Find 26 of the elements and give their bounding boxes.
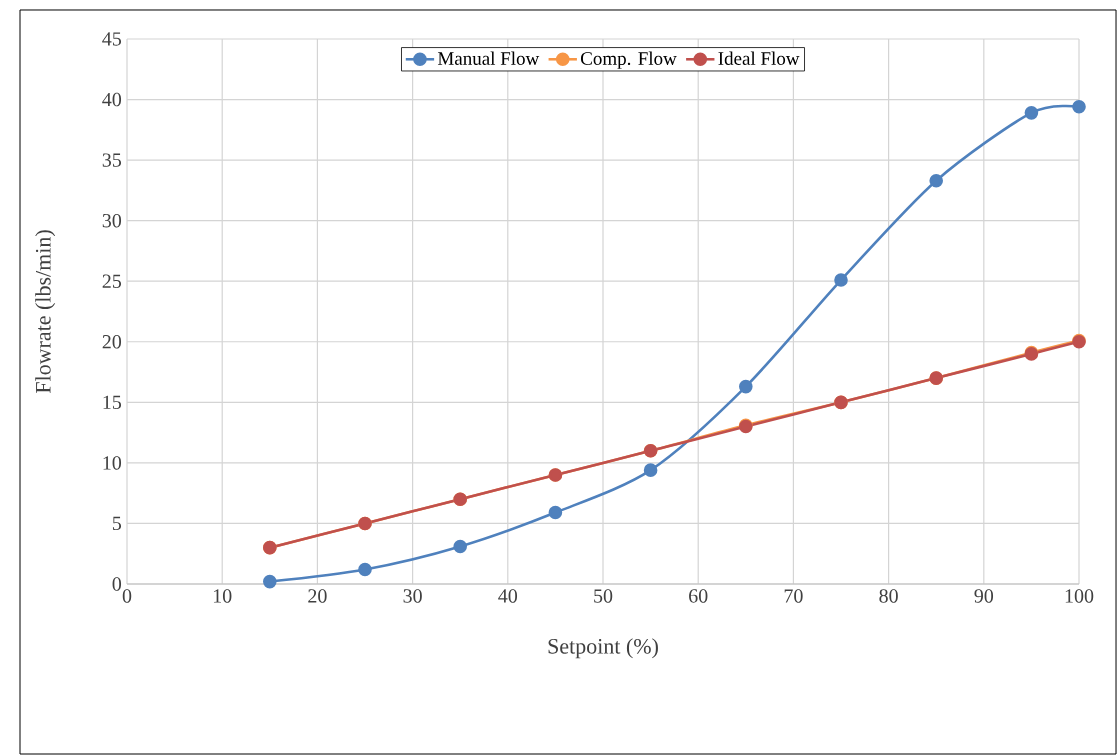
legend-label: Ideal Flow <box>718 51 800 65</box>
y-tick-label: 30 <box>102 213 122 228</box>
y-tick-label: 20 <box>102 335 122 349</box>
y-tick-label: 25 <box>102 274 122 288</box>
x-tick-label: 90 <box>974 589 994 603</box>
x-tick-label: 20 <box>308 589 327 603</box>
y-tick-label: 10 <box>103 456 122 470</box>
y-axis-title: Flowrate (lbs/min) <box>35 230 56 394</box>
x-tick-label: 30 <box>403 589 422 603</box>
y-tick-label: 15 <box>103 395 122 410</box>
x-tick-label: 70 <box>784 589 803 603</box>
x-tick-label: 0 <box>122 589 132 603</box>
y-tick-label: 5 <box>112 516 122 531</box>
x-tick-label: 50 <box>594 589 613 603</box>
x-tick-label: 60 <box>689 589 708 603</box>
x-tick-label: 100 <box>1065 589 1094 603</box>
x-tick-label: 40 <box>498 589 518 603</box>
x-tick-label: 10 <box>213 589 232 603</box>
x-tick-label: 80 <box>879 589 898 603</box>
x-axis-title: Setpoint (%) <box>548 638 658 659</box>
y-tick-label: 40 <box>102 92 122 107</box>
y-tick-label: 0 <box>112 577 122 591</box>
y-tick-label: 45 <box>102 32 122 46</box>
y-tick-label: 35 <box>102 153 122 167</box>
legend-label: Manual Flow <box>437 51 540 65</box>
legend-label: Comp. Flow <box>580 51 677 69</box>
